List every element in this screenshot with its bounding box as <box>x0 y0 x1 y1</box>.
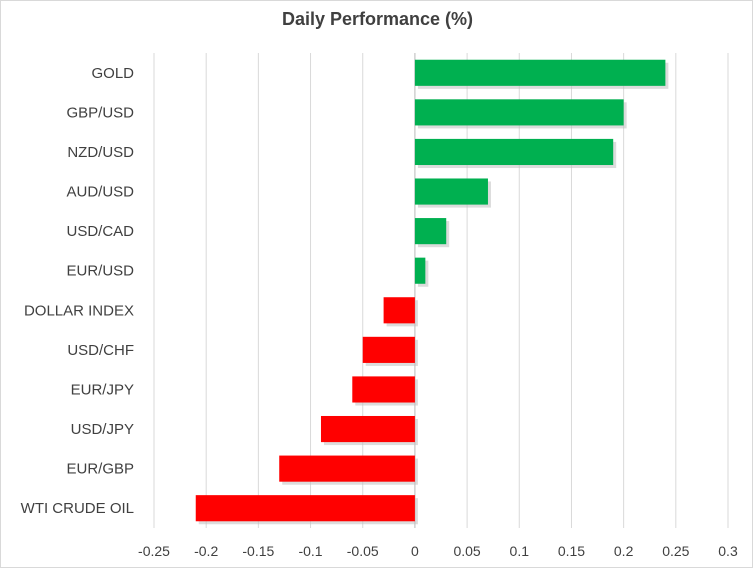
bar-gbp-usd <box>414 99 624 126</box>
bar-eur-usd <box>414 257 426 284</box>
category-label: GOLD <box>91 65 134 82</box>
gridlines <box>153 53 729 528</box>
category-label: EUR/GBP <box>66 461 134 478</box>
x-tick-label: 0.15 <box>558 543 585 559</box>
bar-wti-crude-oil <box>195 495 415 522</box>
x-tick-label: -0.1 <box>298 543 322 559</box>
bar-nzd-usd <box>414 138 614 166</box>
category-label: EUR/JPY <box>71 381 134 398</box>
category-labels: GOLD GBP/USD NZD/USD AUD/USD USD/CAD EUR/USD D… <box>21 65 135 517</box>
category-label: GBP/USD <box>66 104 134 121</box>
x-tick-label: -0.15 <box>242 543 274 559</box>
category-label: NZD/USD <box>67 144 134 161</box>
bars <box>195 59 669 525</box>
x-tick-label: 0.25 <box>662 543 689 559</box>
category-label: DOLLAR INDEX <box>24 302 134 319</box>
x-tick-label: -0.05 <box>347 543 379 559</box>
bar-gold <box>414 59 666 86</box>
bar-usd-jpy <box>320 415 415 443</box>
x-tick-label: -0.2 <box>194 543 218 559</box>
bar-usd-cad <box>414 218 447 245</box>
bar-usd-chf <box>362 336 415 363</box>
category-label: AUD/USD <box>66 184 134 201</box>
x-tick-label: -0.25 <box>138 543 170 559</box>
x-tick-labels: -0.25 -0.2 -0.15 -0.1 -0.05 0 0.05 0.1 0.15 0.2 0.… <box>138 543 738 559</box>
x-tick-label: 0.1 <box>510 543 530 559</box>
bar-aud-usd <box>414 178 488 205</box>
category-label: USD/JPY <box>71 421 134 438</box>
category-label: USD/CHF <box>67 342 134 359</box>
x-tick-label: 0.2 <box>614 543 634 559</box>
x-tick-label: 0.3 <box>718 543 738 559</box>
x-tick-label: 0 <box>411 543 419 559</box>
category-label: USD/CAD <box>66 223 134 240</box>
category-label: WTI CRUDE OIL <box>21 500 134 517</box>
bar-eur-jpy <box>352 376 415 403</box>
chart-title: Daily Performance (%) <box>281 9 474 29</box>
bar-dollar-index <box>383 297 415 324</box>
x-tick-label: 0.05 <box>453 543 480 559</box>
bar-eur-gbp <box>279 455 415 482</box>
category-label: EUR/USD <box>66 263 134 280</box>
